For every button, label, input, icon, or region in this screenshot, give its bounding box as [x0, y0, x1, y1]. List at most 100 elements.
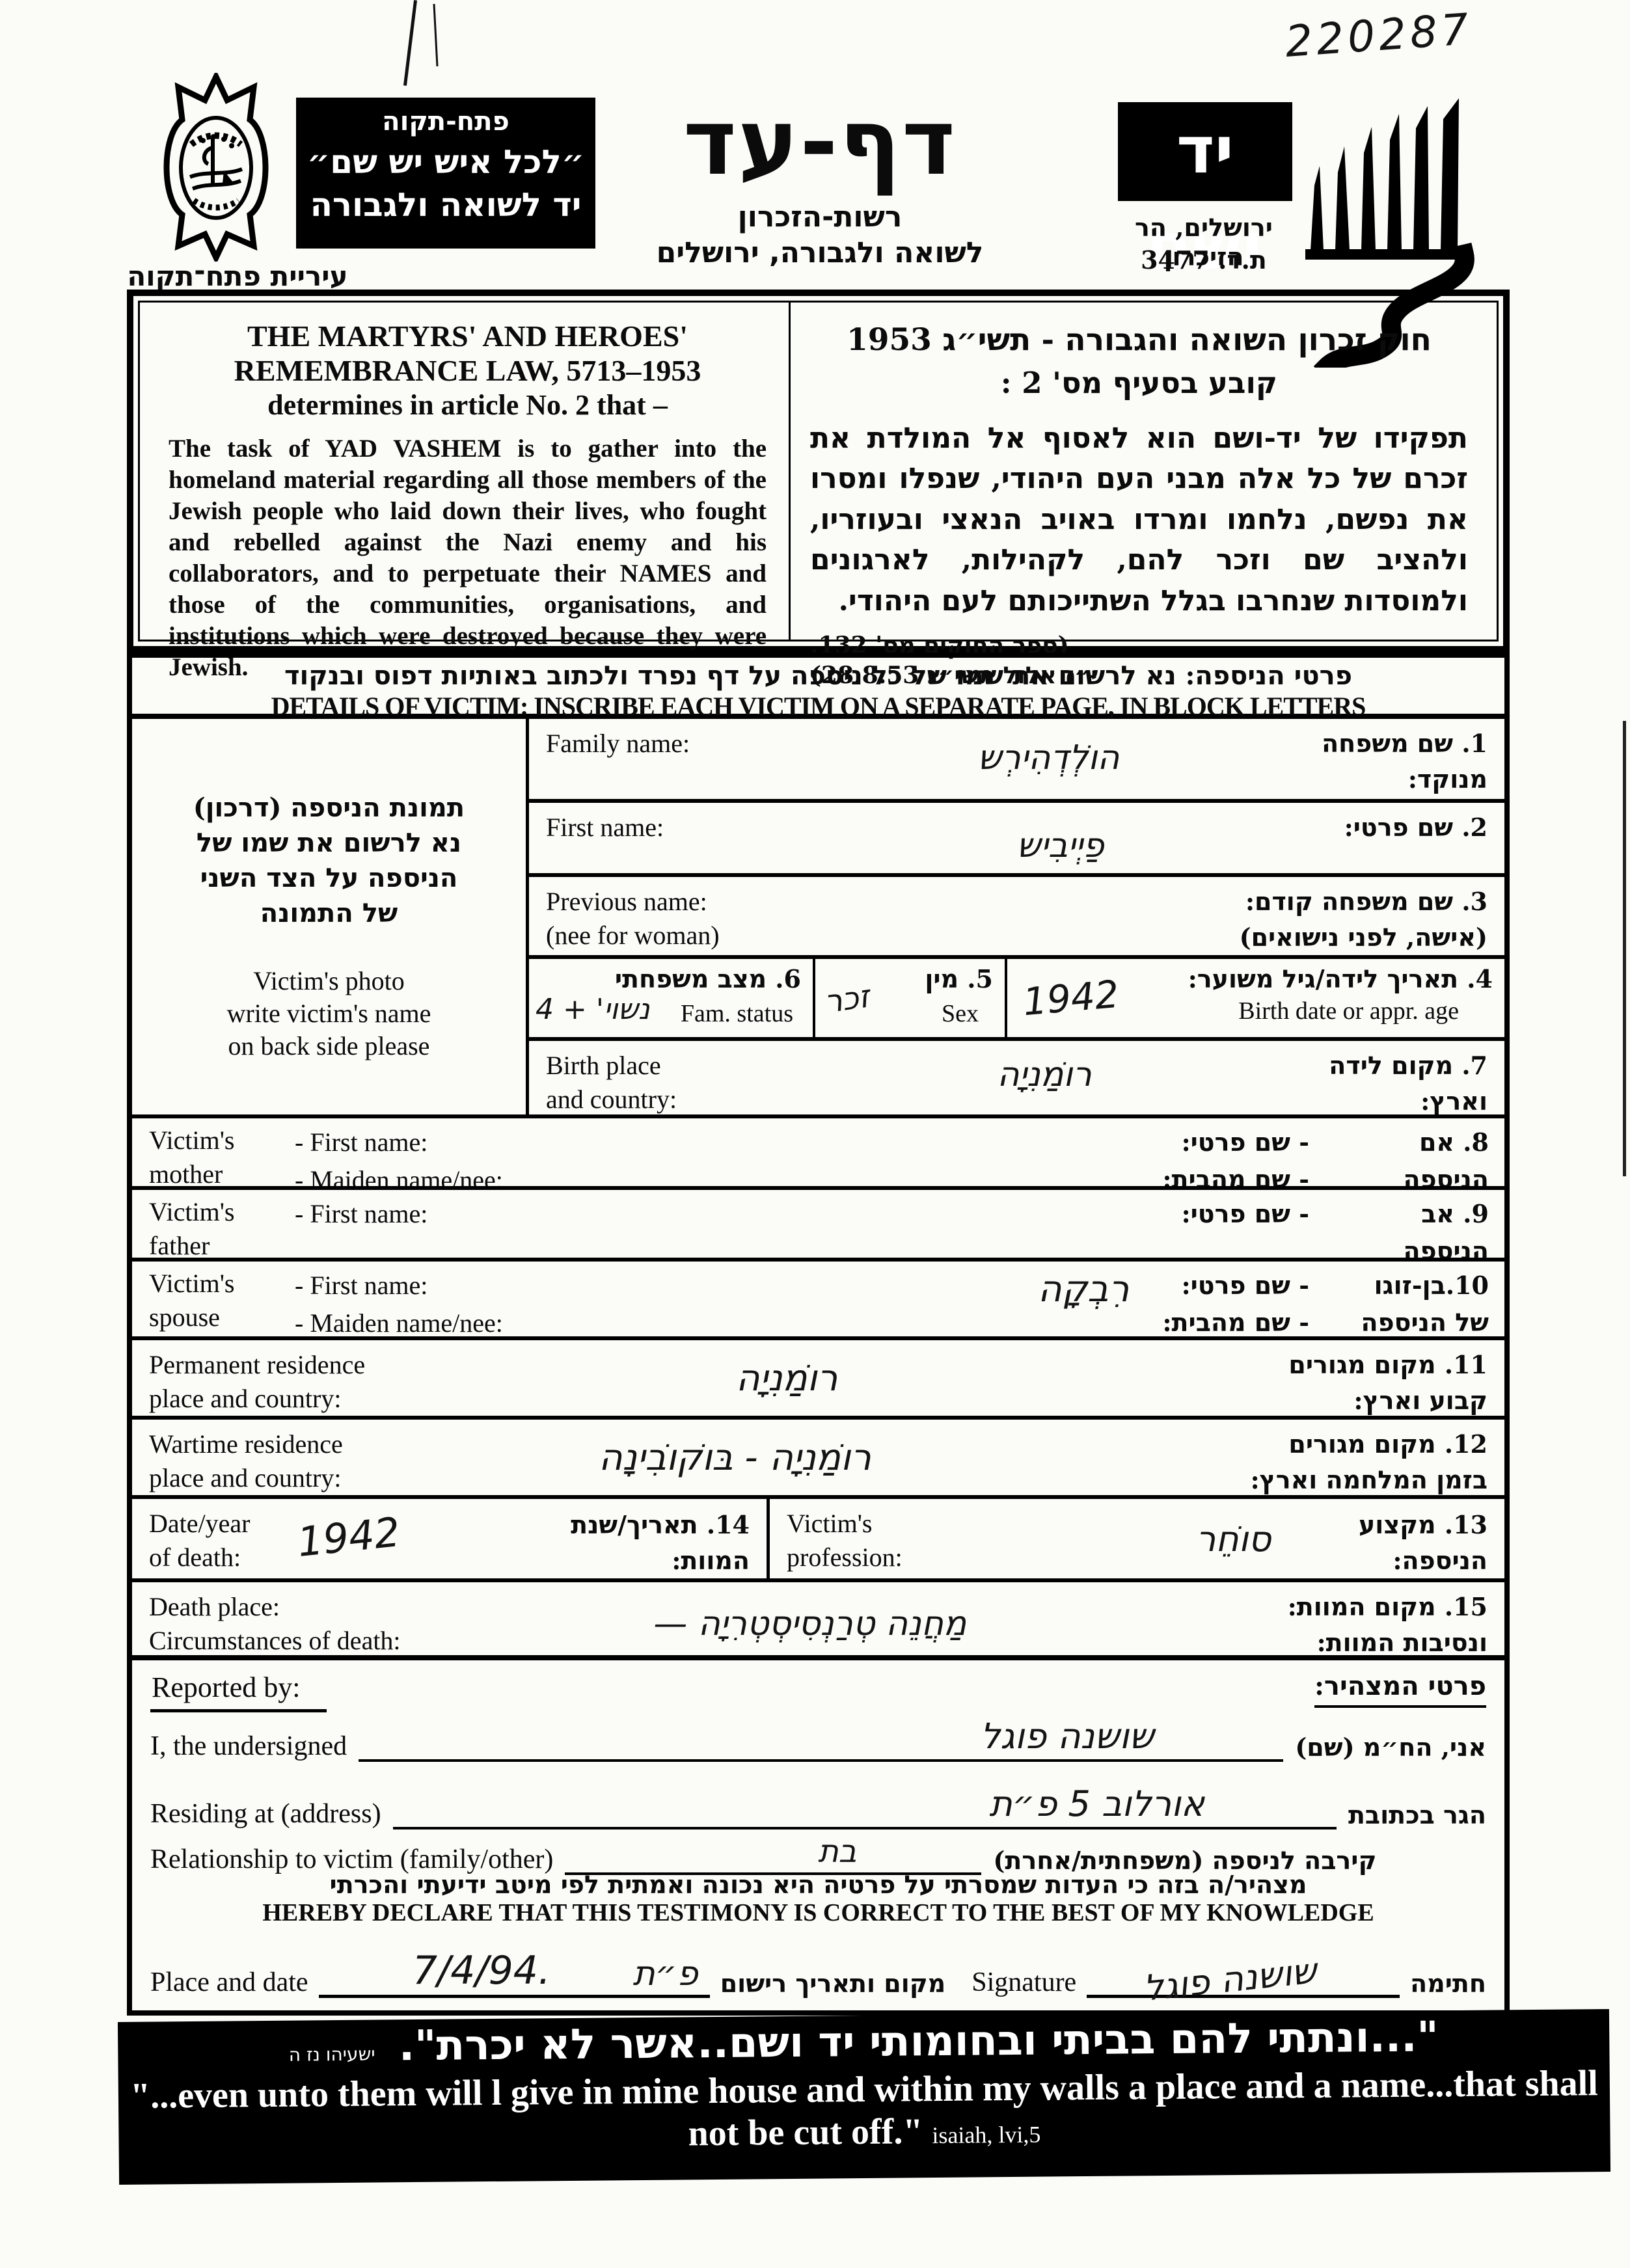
- wartime-residence-handwritten: רוֹמַנִיָה - בּוֹקוֹבִינָה: [599, 1437, 871, 1479]
- death-date-label-he: 14. תאריך/שנת המוות:: [571, 1510, 750, 1576]
- sex-handwritten: זכר: [822, 978, 872, 1021]
- quote-english: "...even unto them will l give in mine h…: [129, 2063, 1599, 2154]
- undersigned-label-he: אני, הח״מ (שם): [1295, 1733, 1486, 1762]
- relationship-handwritten: בת: [818, 1833, 857, 1870]
- permanent-residence-handwritten: רוֹמַנִיָה: [735, 1357, 838, 1399]
- field-row-4-5-6: 6. מצב משפחתי Fam. status נשוי' + 4 5. מ…: [529, 955, 1504, 1037]
- field-birth-date: 4. תאריך לידה/גיל משוער: Birth date or a…: [1007, 959, 1504, 1037]
- previous-name-label-he: 3. שם משפחה קודם: (אישה, לפני נישואים): [1239, 887, 1487, 952]
- victim-details-banner: פרטי הניספה: נא לרשום את שמו של כל ניספה…: [127, 653, 1510, 721]
- scan-fold-mark: [403, 0, 418, 86]
- spouse-group-label-he: 10.בן-זוגו של הניספה: [1361, 1271, 1489, 1337]
- remembrance-law-box: THE MARTYRS' AND HEROES' REMEMBRANCE LAW…: [127, 290, 1510, 689]
- photo-note-he-3: הניספה על הצד השני: [200, 863, 458, 893]
- field-sex: 5. מין Sex זכר: [815, 959, 1007, 1037]
- field-profession: Victim's profession: 13. מקצוע הניספה: סוֹ…: [770, 1499, 1504, 1578]
- law-text-hebrew: חוק זכרון השואה והגבורה - תשי״ג 1953 קוב…: [791, 303, 1497, 689]
- banner-instruction-en: DETAILS OF VICTIM: INSCRIBE EACH VICTIM …: [271, 692, 1366, 721]
- petah-tikva-emblem-icon: [151, 70, 281, 265]
- municipality-box-line3: יד לשואה ולגבורה: [310, 186, 582, 224]
- place-date-label-en: Place and date: [150, 1967, 308, 1997]
- form-subtitle-1: רשות-הזכרון: [737, 200, 903, 234]
- isaiah-quote-banner: "...ונתתי להם בביתי ובחומותי יד ושם..אשר…: [117, 2009, 1611, 2185]
- form-title-block: דף-עד רשות-הזכרון לשואה ולגבורה, ירושלים: [638, 98, 1002, 270]
- family-status-label-en: Fam. status: [680, 1000, 793, 1027]
- law-reference-he-2: י״ז אלול תשי״ג 28.8.53): [810, 662, 1098, 690]
- relationship-label-en: Relationship to victim (family/other): [150, 1844, 554, 1874]
- profession-handwritten: סוֹחֵר: [1195, 1519, 1271, 1559]
- signature-handwritten: שושנה פוגל: [1141, 1950, 1319, 2009]
- yad-vashem-address-line1: ירושלים, הר הזיכרון: [1134, 213, 1273, 271]
- municipality-box: פתח-תקוה ״לכל איש יש שם״ יד לשואה ולגבור…: [296, 98, 595, 249]
- quote-reference-en: isaiah, lvi,5: [932, 2121, 1041, 2148]
- law-title-en-line2: REMEMBRANCE LAW, 5713–1953: [234, 353, 701, 387]
- family-name-label-en: Family name:: [546, 729, 690, 758]
- place-date-label-he: מקום ותאריך רישום: [720, 1969, 946, 1998]
- sex-label-en: Sex: [942, 1000, 979, 1027]
- permanent-residence-label-he: 11. מקום מגורים קבוע וארץ:: [1288, 1350, 1487, 1416]
- reporter-address-handwritten: אורלוב 5 פ״ת: [989, 1783, 1204, 1824]
- death-place-handwritten: מַחֲנֵה טְרַנְסִיסְטְרִיָה —: [653, 1604, 967, 1643]
- date-handwritten: 7/4/94.: [412, 1948, 551, 1993]
- spouse-group-label-en: Victim's spouse: [149, 1269, 235, 1332]
- residing-label-en: Residing at (address): [150, 1799, 381, 1829]
- field-permanent-residence: Permanent residence place and country: 11…: [132, 1336, 1504, 1416]
- place-handwritten: פ״ת: [632, 1954, 698, 1993]
- mother-group-label-en: Victim's mother: [149, 1126, 235, 1189]
- law-body-he: תפקידו של יד-ושם הוא לאסוף אל המולדת את …: [810, 422, 1468, 617]
- field-father: Victim's father - First name: - שם פרטי: …: [132, 1186, 1504, 1265]
- profession-label-en: Victim's profession:: [787, 1509, 903, 1572]
- mother-group-label-he: 8. אם הניספה: [1403, 1127, 1489, 1194]
- victim-details-table: תמונת הניספה (דרכון) נא לרשום את שמו של …: [127, 719, 1510, 2016]
- field-first-name: First name: 2. שם פרטי: פַיְיבִיש: [529, 799, 1504, 873]
- declaration-he: מצהיר/ה בזה כי העדות שמסרתי על פרטיה היא…: [329, 1870, 1307, 1899]
- birth-date-label-he: 4. תאריך לידה/גיל משוער:: [1188, 964, 1493, 993]
- yad-vashem-menorah-icon: [1301, 88, 1516, 381]
- scan-fold-mark: [433, 3, 439, 67]
- law-title-en-line1: THE MARTYRS' AND HEROES': [247, 319, 688, 353]
- photo-note-en-1: Victim's photo: [253, 966, 405, 995]
- profession-label-he: 13. מקצוע הניספה:: [1359, 1510, 1487, 1576]
- place-date-signature-line: Place and date 7/4/94. פ״ת מקום ותאריך ר…: [150, 1948, 1486, 2009]
- law-text-english: THE MARTYRS' AND HEROES' REMEMBRANCE LAW…: [140, 303, 791, 681]
- sex-label-he: 5. מין: [925, 964, 993, 993]
- yad-vashem-logo-text: יד ושם: [1118, 102, 1292, 284]
- birth-place-label-he: 7. מקום לידה וארץ:: [1329, 1051, 1487, 1116]
- law-title-en-line3: determines in article No. 2 that –: [267, 388, 668, 421]
- archive-number-handwritten: 220287: [1283, 4, 1474, 67]
- field-spouse: Victim's spouse - First name: - Maiden nam…: [132, 1258, 1504, 1338]
- residing-rule: אורלוב 5 פ״ת: [392, 1783, 1337, 1829]
- field-death-place: Death place: Circumstances of death: 15. …: [132, 1578, 1504, 1657]
- field-previous-name: Previous name: (nee for woman) 3. שם משפח…: [529, 873, 1504, 955]
- wartime-residence-label-en: Wartime residence place and country:: [149, 1429, 343, 1492]
- municipality-box-line2: ״לכל איש יש שם״: [306, 143, 585, 181]
- photo-note-he-1: תמונת הניספה (דרכון): [193, 792, 465, 823]
- signature-rule: שושנה פוגל: [1087, 1950, 1400, 2009]
- death-date-label-en: Date/year of death:: [149, 1509, 251, 1572]
- reported-by-title-en: Reported by:: [150, 1671, 327, 1712]
- relationship-line: Relationship to victim (family/other) בת…: [150, 1833, 1486, 1875]
- law-title-he-line2: קובע בסעיף מס' 2 :: [1000, 366, 1278, 400]
- photo-note-he-4: של התמונה: [260, 898, 398, 928]
- undersigned-rule: שושנה פוגל: [359, 1716, 1284, 1762]
- reporter-name-handwritten: שושנה פוגל: [980, 1716, 1154, 1757]
- declaration-en: HEREBY DECLARE THAT THIS TESTIMONY IS CO…: [262, 1899, 1374, 1926]
- undersigned-label-en: I, the undersigned: [150, 1731, 347, 1761]
- field-wartime-residence: Wartime residence place and country: 12. …: [132, 1416, 1504, 1495]
- place-date-rule: 7/4/94. פ״ת: [318, 1948, 710, 1998]
- family-status-label-he: 6. מצב משפחתי: [614, 964, 801, 993]
- spouse-fields-he: - שם פרטי: - שם מהבית:: [1162, 1271, 1309, 1337]
- field-death-date: Date/year of death: 14. תאריך/שנת המוות: 1…: [132, 1499, 770, 1578]
- family-status-handwritten: נשוי' + 4: [536, 993, 650, 1026]
- photo-note-en-2: write victim's name: [226, 999, 431, 1028]
- death-place-label-he: 15. מקום המוות: ונסיבות המוות:: [1287, 1592, 1487, 1658]
- first-name-handwritten: פַיְיבִיש: [1016, 826, 1104, 865]
- municipality-box-line1: פתח-תקוה: [382, 107, 509, 137]
- birth-place-handwritten: רוֹמַנִיָה: [997, 1055, 1092, 1094]
- field-family-status: 6. מצב משפחתי Fam. status נשוי' + 4: [529, 959, 815, 1037]
- death-date-handwritten: 1942: [295, 1507, 402, 1567]
- municipality-caption: עיריית פתח־תקוה: [127, 260, 348, 292]
- photo-note-he-2: נא לרשום את שמו של: [196, 828, 462, 858]
- field-family-name: Family name: 1. שם משפחה מנוקד: הוֹלְדְהִ…: [529, 719, 1504, 799]
- spouse-fields-en: - First name: - Maiden name/nee:: [295, 1271, 503, 1338]
